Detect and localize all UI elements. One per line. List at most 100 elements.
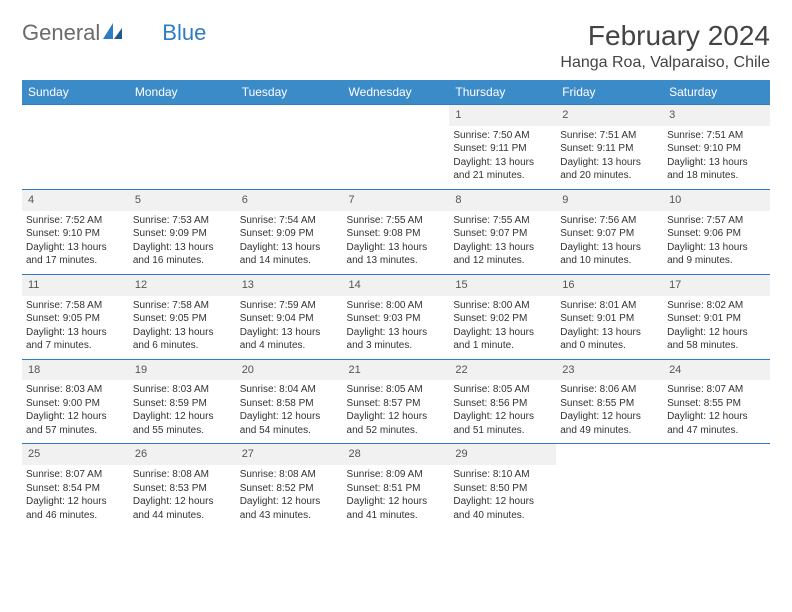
sunrise-line: Sunrise: 8:09 AM <box>347 468 446 482</box>
week-content-row: Sunrise: 7:52 AMSunset: 9:10 PMDaylight:… <box>22 211 770 275</box>
day-number-cell: 16 <box>556 274 663 295</box>
day-number-cell: 17 <box>663 274 770 295</box>
daylight-line2: and 10 minutes. <box>560 254 659 268</box>
week-daynum-row: 18192021222324 <box>22 359 770 380</box>
day-content-cell: Sunrise: 8:01 AMSunset: 9:01 PMDaylight:… <box>556 296 663 360</box>
day-content-cell: Sunrise: 8:07 AMSunset: 8:54 PMDaylight:… <box>22 465 129 528</box>
day-number-cell: 12 <box>129 274 236 295</box>
daylight-line: Daylight: 13 hours <box>453 156 552 170</box>
day-number-cell: 27 <box>236 444 343 465</box>
daylight-line: Daylight: 13 hours <box>667 241 766 255</box>
daylight-line2: and 18 minutes. <box>667 169 766 183</box>
sunrise-line: Sunrise: 8:01 AM <box>560 299 659 313</box>
sunset-line: Sunset: 9:07 PM <box>453 227 552 241</box>
day-number-cell: 20 <box>236 359 343 380</box>
daylight-line2: and 12 minutes. <box>453 254 552 268</box>
day-number-cell: 22 <box>449 359 556 380</box>
daylight-line: Daylight: 12 hours <box>453 495 552 509</box>
sunset-line: Sunset: 8:59 PM <box>133 397 232 411</box>
sunrise-line: Sunrise: 7:55 AM <box>347 214 446 228</box>
day-content-cell: Sunrise: 8:08 AMSunset: 8:53 PMDaylight:… <box>129 465 236 528</box>
sunset-line: Sunset: 8:51 PM <box>347 482 446 496</box>
sunrise-line: Sunrise: 8:06 AM <box>560 383 659 397</box>
day-number-cell: 14 <box>343 274 450 295</box>
daylight-line: Daylight: 13 hours <box>453 241 552 255</box>
day-number-cell: 11 <box>22 274 129 295</box>
title-block: February 2024 Hanga Roa, Valparaiso, Chi… <box>560 20 770 72</box>
day-content-cell <box>236 126 343 190</box>
daylight-line: Daylight: 12 hours <box>667 326 766 340</box>
sunrise-line: Sunrise: 8:07 AM <box>26 468 125 482</box>
sunrise-line: Sunrise: 7:59 AM <box>240 299 339 313</box>
daylight-line2: and 43 minutes. <box>240 509 339 523</box>
calendar-body: 123 Sunrise: 7:50 AMSunset: 9:11 PMDayli… <box>22 105 770 529</box>
sunrise-line: Sunrise: 7:57 AM <box>667 214 766 228</box>
sunrise-line: Sunrise: 8:04 AM <box>240 383 339 397</box>
sunset-line: Sunset: 9:05 PM <box>133 312 232 326</box>
daylight-line: Daylight: 12 hours <box>240 495 339 509</box>
day-content-cell: Sunrise: 8:02 AMSunset: 9:01 PMDaylight:… <box>663 296 770 360</box>
sunset-line: Sunset: 9:08 PM <box>347 227 446 241</box>
day-number-cell: 7 <box>343 189 450 210</box>
sunset-line: Sunset: 8:55 PM <box>560 397 659 411</box>
day-content-cell: Sunrise: 7:56 AMSunset: 9:07 PMDaylight:… <box>556 211 663 275</box>
daylight-line: Daylight: 13 hours <box>453 326 552 340</box>
daylight-line: Daylight: 13 hours <box>26 241 125 255</box>
day-number-cell <box>236 105 343 126</box>
daylight-line2: and 46 minutes. <box>26 509 125 523</box>
daylight-line2: and 57 minutes. <box>26 424 125 438</box>
daylight-line: Daylight: 12 hours <box>347 495 446 509</box>
daylight-line: Daylight: 12 hours <box>133 495 232 509</box>
sunrise-line: Sunrise: 7:56 AM <box>560 214 659 228</box>
day-number-cell: 9 <box>556 189 663 210</box>
daylight-line2: and 13 minutes. <box>347 254 446 268</box>
day-content-cell: Sunrise: 7:53 AMSunset: 9:09 PMDaylight:… <box>129 211 236 275</box>
daylight-line: Daylight: 13 hours <box>560 156 659 170</box>
day-content-cell: Sunrise: 8:09 AMSunset: 8:51 PMDaylight:… <box>343 465 450 528</box>
daylight-line: Daylight: 12 hours <box>133 410 232 424</box>
sunset-line: Sunset: 9:09 PM <box>133 227 232 241</box>
day-content-cell: Sunrise: 8:05 AMSunset: 8:57 PMDaylight:… <box>343 380 450 444</box>
day-header: Thursday <box>449 80 556 105</box>
day-content-cell: Sunrise: 8:06 AMSunset: 8:55 PMDaylight:… <box>556 380 663 444</box>
sunset-line: Sunset: 9:10 PM <box>667 142 766 156</box>
sunset-line: Sunset: 9:07 PM <box>560 227 659 241</box>
sunrise-line: Sunrise: 7:54 AM <box>240 214 339 228</box>
sunrise-line: Sunrise: 7:53 AM <box>133 214 232 228</box>
sunrise-line: Sunrise: 8:08 AM <box>133 468 232 482</box>
sunrise-line: Sunrise: 8:05 AM <box>347 383 446 397</box>
daylight-line: Daylight: 13 hours <box>240 326 339 340</box>
daylight-line2: and 52 minutes. <box>347 424 446 438</box>
day-number-cell: 24 <box>663 359 770 380</box>
daylight-line: Daylight: 13 hours <box>560 326 659 340</box>
day-number-cell: 21 <box>343 359 450 380</box>
week-daynum-row: 2526272829 <box>22 444 770 465</box>
sunrise-line: Sunrise: 7:51 AM <box>560 129 659 143</box>
daylight-line: Daylight: 13 hours <box>26 326 125 340</box>
day-content-cell: Sunrise: 8:00 AMSunset: 9:02 PMDaylight:… <box>449 296 556 360</box>
sunset-line: Sunset: 8:58 PM <box>240 397 339 411</box>
sunset-line: Sunset: 8:54 PM <box>26 482 125 496</box>
daylight-line2: and 55 minutes. <box>133 424 232 438</box>
sunset-line: Sunset: 9:00 PM <box>26 397 125 411</box>
day-content-cell: Sunrise: 7:57 AMSunset: 9:06 PMDaylight:… <box>663 211 770 275</box>
daylight-line2: and 9 minutes. <box>667 254 766 268</box>
daylight-line2: and 4 minutes. <box>240 339 339 353</box>
day-content-cell <box>129 126 236 190</box>
sunrise-line: Sunrise: 8:10 AM <box>453 468 552 482</box>
sunrise-line: Sunrise: 8:03 AM <box>133 383 232 397</box>
sunrise-line: Sunrise: 8:08 AM <box>240 468 339 482</box>
sunrise-line: Sunrise: 7:51 AM <box>667 129 766 143</box>
day-number-cell <box>129 105 236 126</box>
daylight-line: Daylight: 12 hours <box>26 495 125 509</box>
week-content-row: Sunrise: 8:07 AMSunset: 8:54 PMDaylight:… <box>22 465 770 528</box>
day-number-cell: 25 <box>22 444 129 465</box>
daylight-line2: and 54 minutes. <box>240 424 339 438</box>
sunset-line: Sunset: 9:06 PM <box>667 227 766 241</box>
day-number-cell: 29 <box>449 444 556 465</box>
sunrise-line: Sunrise: 7:58 AM <box>26 299 125 313</box>
daylight-line: Daylight: 12 hours <box>560 410 659 424</box>
day-header: Saturday <box>663 80 770 105</box>
sunrise-line: Sunrise: 8:05 AM <box>453 383 552 397</box>
day-number-cell: 26 <box>129 444 236 465</box>
